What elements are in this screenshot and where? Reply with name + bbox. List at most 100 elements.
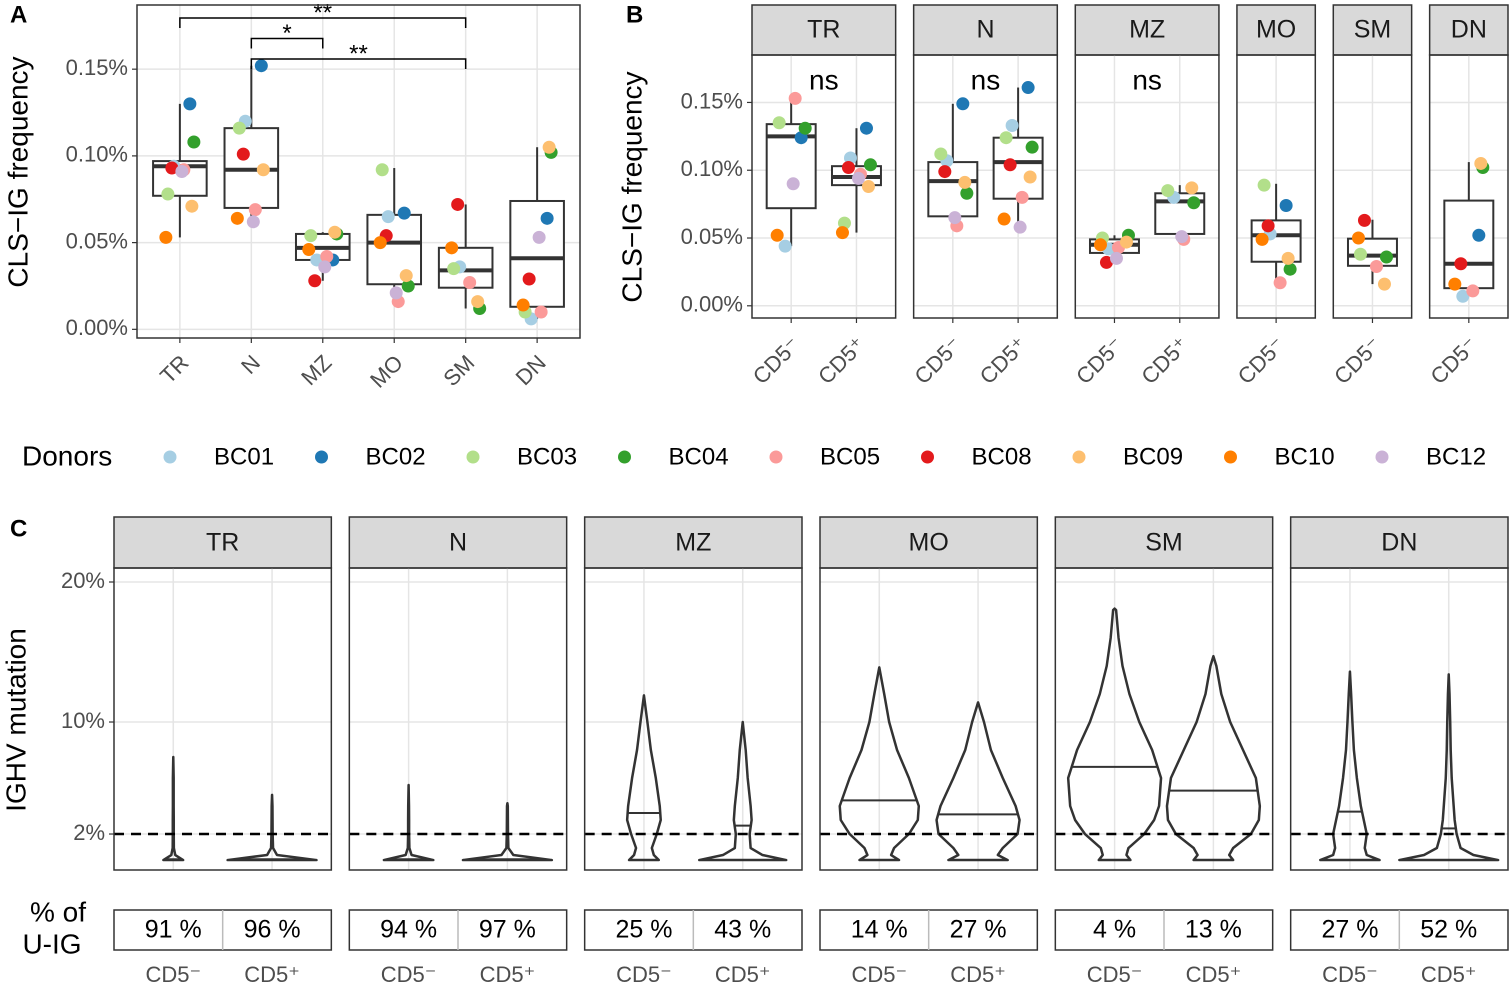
legend-swatch <box>618 450 631 464</box>
table-value: 27 % <box>1321 916 1378 944</box>
strip <box>912 4 1059 56</box>
strip-label: N <box>976 16 994 44</box>
annotation: ns <box>971 64 1001 95</box>
panel-tag: B <box>626 1 643 28</box>
point <box>304 229 318 243</box>
point <box>248 203 262 217</box>
point <box>389 286 403 300</box>
strip <box>1054 516 1274 569</box>
point <box>1474 156 1488 170</box>
point <box>1261 219 1275 233</box>
point <box>534 305 548 319</box>
point <box>958 175 972 189</box>
point <box>835 226 849 240</box>
strip-label: TR <box>206 529 239 557</box>
x-tick-label: CD5⁻ <box>851 962 907 987</box>
point <box>399 269 413 283</box>
point <box>948 211 962 225</box>
point <box>786 177 800 191</box>
plot-frame <box>1236 54 1317 319</box>
x-tick-label: CD5⁻ <box>1087 962 1143 987</box>
violin <box>1165 654 1262 862</box>
strip-label: MO <box>909 529 949 557</box>
x-tick-label: CD5⁺ <box>1136 332 1193 389</box>
violin <box>162 755 185 862</box>
y-axis-title: CLS−IG frequency <box>616 71 647 302</box>
x-tick-label: N <box>236 350 265 379</box>
point <box>1161 184 1175 198</box>
violin <box>838 666 921 862</box>
violin <box>698 720 788 862</box>
point <box>542 140 556 154</box>
bracket <box>250 37 324 49</box>
strip <box>113 516 333 569</box>
x-tick-label: CD5⁺ <box>813 332 870 389</box>
plot-frame <box>1054 567 1274 871</box>
table-value: 43 % <box>714 916 771 944</box>
point <box>532 230 546 244</box>
legend-label: BC08 <box>972 443 1032 470</box>
legend-swatch <box>1375 450 1389 464</box>
plot-frame <box>1332 54 1413 319</box>
point <box>960 186 974 200</box>
point <box>938 165 952 179</box>
point <box>318 260 332 274</box>
point <box>770 228 784 242</box>
plot-background <box>137 5 580 338</box>
point <box>1369 259 1383 273</box>
table-value: 4 % <box>1093 916 1136 944</box>
point <box>1472 228 1486 242</box>
y-axis-title: CLS−IG frequency <box>2 56 33 287</box>
y-tick-label: 20% <box>61 568 105 593</box>
box <box>366 213 423 286</box>
point <box>772 116 786 130</box>
point <box>1379 250 1393 264</box>
plot-frame <box>583 567 803 871</box>
point <box>1454 257 1468 271</box>
point <box>381 210 395 224</box>
point <box>463 276 477 289</box>
strip <box>751 4 897 56</box>
x-tick-label: MZ <box>296 350 336 390</box>
box <box>509 199 565 308</box>
x-tick-label: CD5⁻ <box>1425 332 1482 389</box>
y-tick-label: 0.15% <box>66 55 128 80</box>
point <box>397 206 411 220</box>
violin <box>226 793 318 862</box>
point <box>447 262 461 276</box>
y-tick-label: 0.05% <box>66 228 128 253</box>
point <box>175 165 189 178</box>
plot-frame <box>819 567 1039 871</box>
legend-label: BC10 <box>1275 443 1335 470</box>
point <box>1005 118 1019 132</box>
point <box>522 272 536 286</box>
y-tick-label: 0.10% <box>66 142 128 167</box>
point <box>1015 190 1029 204</box>
point <box>445 241 459 255</box>
strip <box>583 516 803 569</box>
point <box>788 91 802 105</box>
strip-label: SM <box>1354 16 1392 44</box>
point <box>373 236 387 250</box>
legend-swatch <box>163 450 177 464</box>
point <box>778 239 792 253</box>
table-value: 94 % <box>380 916 437 944</box>
plot-frame <box>113 567 333 871</box>
point <box>861 180 875 193</box>
point <box>1448 277 1462 291</box>
strip-label: DN <box>1381 529 1417 557</box>
table-value: 25 % <box>615 916 672 944</box>
strip-label: MO <box>1256 16 1296 44</box>
violin <box>1398 673 1500 862</box>
point <box>1185 181 1199 195</box>
point <box>1283 262 1297 276</box>
table-value: 13 % <box>1185 916 1242 944</box>
x-tick-label: CD5⁻ <box>381 962 437 987</box>
panel-tag: A <box>10 1 27 28</box>
point <box>516 298 530 312</box>
x-tick-label: CD5⁺ <box>715 962 771 987</box>
plot-frame <box>1428 54 1509 319</box>
significance-label: ** <box>313 0 332 26</box>
